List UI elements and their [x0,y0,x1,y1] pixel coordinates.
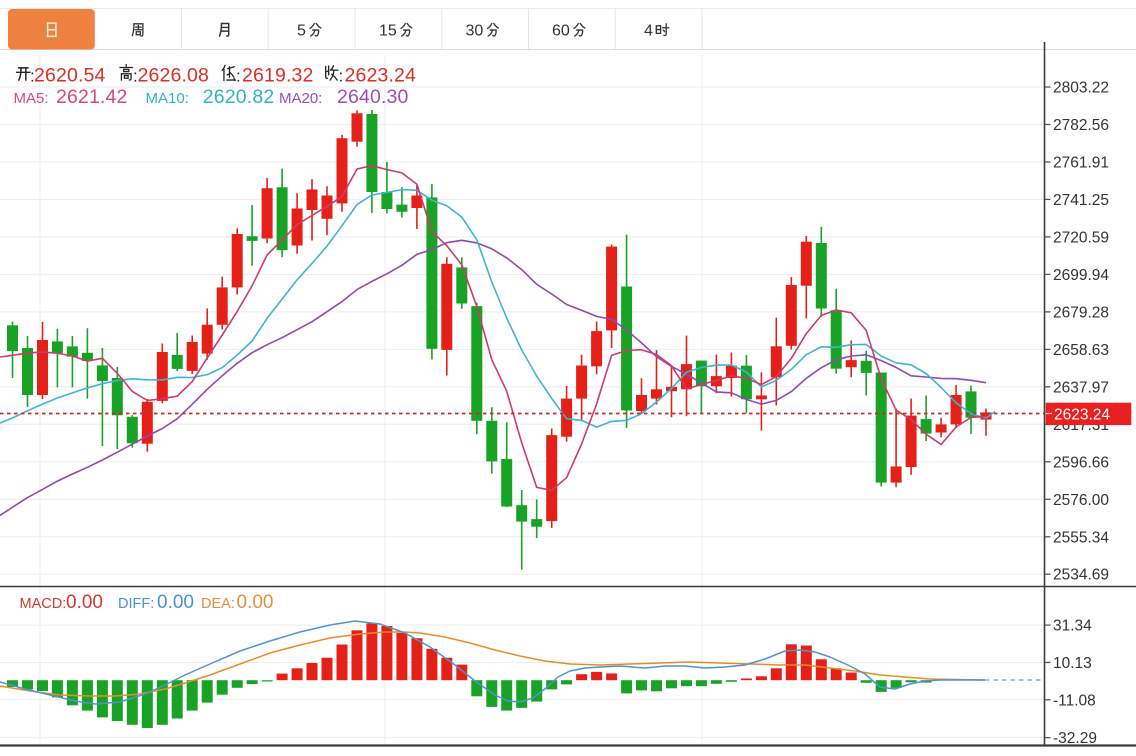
svg-text::: : [30,66,35,85]
svg-text:2576.00: 2576.00 [1053,492,1109,509]
svg-text:5: 5 [297,23,306,40]
svg-text:DIFF:: DIFF: [118,596,154,612]
svg-text:MACD:: MACD: [20,596,67,612]
svg-text::: : [339,66,344,85]
svg-text:MA5:: MA5: [14,90,49,107]
svg-text:4: 4 [644,23,653,40]
svg-text:60: 60 [552,23,570,40]
svg-text:2555.34: 2555.34 [1053,529,1109,546]
svg-text:MA10:: MA10: [146,90,189,107]
svg-text:2626.08: 2626.08 [138,64,210,86]
svg-text:10.13: 10.13 [1053,655,1092,672]
svg-text:31.34: 31.34 [1053,618,1092,635]
svg-text:2619.32: 2619.32 [242,64,314,86]
svg-text:2782.56: 2782.56 [1053,117,1109,134]
svg-text:2623.24: 2623.24 [1054,406,1110,423]
svg-text::: : [133,66,138,85]
svg-text:-11.08: -11.08 [1053,692,1096,709]
svg-text:2720.59: 2720.59 [1053,229,1109,246]
svg-text:2679.28: 2679.28 [1053,304,1109,321]
svg-text:MA20:: MA20: [279,90,322,107]
svg-text:2741.25: 2741.25 [1053,192,1109,209]
svg-text:-32.29: -32.29 [1053,730,1097,747]
svg-text:2620.82: 2620.82 [203,86,275,108]
svg-text:DEA:: DEA: [201,596,235,612]
svg-text:2803.22: 2803.22 [1053,80,1109,97]
svg-text:2640.30: 2640.30 [337,86,409,108]
svg-text:2699.94: 2699.94 [1053,267,1109,284]
svg-text:30: 30 [466,23,484,40]
svg-text:2596.66: 2596.66 [1053,454,1109,471]
svg-text:2658.63: 2658.63 [1053,342,1109,359]
svg-text:2623.24: 2623.24 [345,64,417,86]
svg-text:2534.69: 2534.69 [1053,567,1109,584]
svg-text:0.00: 0.00 [66,592,103,613]
svg-text:0.00: 0.00 [157,592,194,613]
svg-text:15: 15 [379,23,397,40]
svg-text:2637.97: 2637.97 [1053,379,1109,396]
svg-text::: : [236,66,241,85]
svg-text:2620.54: 2620.54 [34,64,106,86]
svg-text:0.00: 0.00 [237,592,274,613]
svg-text:2621.42: 2621.42 [56,86,128,108]
svg-text:2761.91: 2761.91 [1053,155,1109,172]
